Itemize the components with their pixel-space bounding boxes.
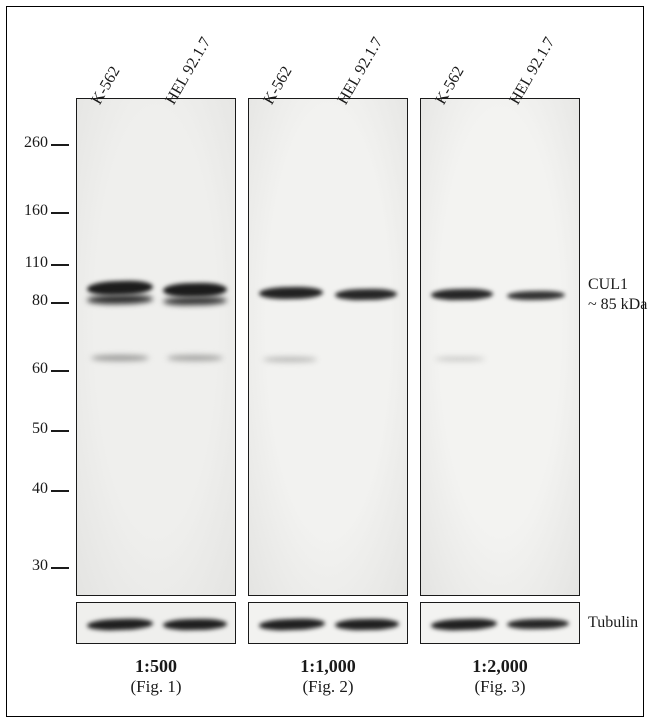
dilution-value: 1:1,000	[248, 656, 408, 677]
protein-band	[507, 290, 565, 300]
tubulin-band	[163, 618, 227, 630]
dilution-value: 1:500	[76, 656, 236, 677]
mw-tick	[51, 430, 69, 432]
protein-band	[431, 288, 493, 300]
mw-label: 40	[14, 480, 48, 498]
mw-label: 260	[14, 134, 48, 152]
mw-tick	[51, 490, 69, 492]
mw-tick	[51, 370, 69, 372]
figure-number: (Fig. 3)	[420, 677, 580, 697]
mw-label: 60	[14, 360, 48, 378]
protein-band	[87, 294, 153, 304]
right-label-tubulin: Tubulin	[588, 614, 638, 632]
tubulin-band	[431, 618, 497, 631]
protein-band	[335, 288, 397, 300]
protein-band	[163, 282, 227, 297]
blot-panel-main	[248, 98, 408, 596]
protein-band	[163, 296, 227, 305]
mw-label: 80	[14, 292, 48, 310]
dilution-label: 1:2,000(Fig. 3)	[420, 656, 580, 697]
blot-panel-tubulin	[76, 602, 236, 644]
mw-tick	[51, 264, 69, 266]
tubulin-band	[87, 618, 153, 631]
right-label-protein: CUL1	[588, 276, 628, 294]
mw-tick	[51, 144, 69, 146]
protein-band	[263, 357, 317, 362]
right-label-kda: ~ 85 kDa	[588, 296, 647, 314]
mw-tick	[51, 567, 69, 569]
blot-panel-main	[76, 98, 236, 596]
mw-label: 50	[14, 420, 48, 438]
tubulin-band	[335, 618, 399, 630]
figure-number: (Fig. 1)	[76, 677, 236, 697]
tubulin-band	[507, 618, 569, 629]
protein-band	[435, 357, 485, 361]
mw-label: 160	[14, 202, 48, 220]
protein-band	[87, 280, 153, 296]
blot-panel-main	[420, 98, 580, 596]
mw-tick	[51, 302, 69, 304]
dilution-label: 1:500(Fig. 1)	[76, 656, 236, 697]
mw-label: 30	[14, 557, 48, 575]
figure-number: (Fig. 2)	[248, 677, 408, 697]
protein-band	[167, 355, 223, 361]
protein-band	[91, 355, 149, 361]
tubulin-band	[259, 618, 325, 631]
mw-tick	[51, 212, 69, 214]
mw-label: 110	[14, 254, 48, 272]
dilution-value: 1:2,000	[420, 656, 580, 677]
blot-panel-tubulin	[248, 602, 408, 644]
protein-band	[259, 286, 323, 299]
dilution-label: 1:1,000(Fig. 2)	[248, 656, 408, 697]
blot-panel-tubulin	[420, 602, 580, 644]
